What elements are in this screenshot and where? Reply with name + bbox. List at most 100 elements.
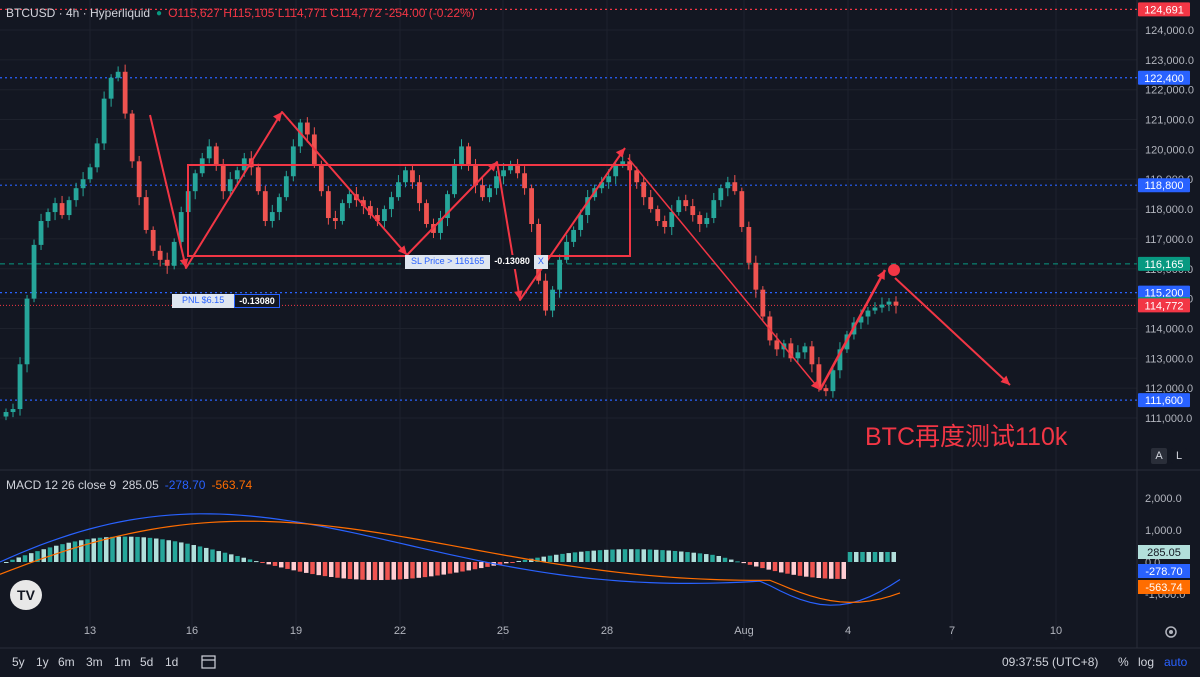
macd-value-label: -278.70	[1145, 566, 1182, 578]
candle-body	[59, 203, 65, 216]
macd-bar	[291, 562, 296, 571]
macd-bar	[835, 562, 840, 579]
auto-scale-button[interactable]: A	[1151, 448, 1167, 464]
arrow-head	[1000, 375, 1010, 385]
timeframe-1m[interactable]: 1m	[114, 655, 131, 669]
timeframe-5y[interactable]: 5y	[12, 655, 25, 669]
macd-bar	[197, 546, 203, 562]
macd-bar	[72, 541, 78, 562]
time-tick-label: Aug	[734, 625, 754, 637]
candle-body	[164, 259, 170, 266]
candle-body	[234, 170, 240, 180]
macd-bar	[435, 562, 440, 576]
candle-body	[830, 370, 836, 392]
time-tick-label: 19	[290, 625, 302, 637]
candle-body	[522, 173, 527, 189]
log-scale-button[interactable]: L	[1171, 448, 1187, 464]
candle-body	[389, 197, 394, 210]
macd-bar	[816, 562, 821, 579]
macd-bar	[716, 555, 721, 562]
macd-macd-value: -278.70	[164, 478, 206, 492]
sl-order-label[interactable]: SL Price > 116165 -0.13080 X	[405, 255, 548, 269]
price-label-bg	[1138, 2, 1190, 17]
timeframe-1y[interactable]: 1y	[36, 655, 49, 669]
macd-bar	[260, 562, 265, 563]
macd-bar	[297, 562, 303, 572]
macd-label[interactable]: MACD 12 26 close 9	[6, 478, 117, 492]
macd-bar	[447, 562, 453, 574]
macd-bar	[610, 549, 615, 562]
price-tick-label: 123,000.0	[1145, 55, 1194, 67]
macd-value-bg	[1138, 580, 1190, 594]
macd-bar	[779, 562, 784, 573]
candle-body	[17, 364, 23, 410]
annotation-text[interactable]: BTC再度测试110k	[865, 423, 1068, 451]
candle-body	[45, 212, 51, 222]
macd-bar	[329, 562, 334, 577]
drawings	[149, 111, 1011, 391]
macd-bar	[535, 557, 540, 562]
candle-body	[325, 191, 331, 219]
price-label-bg	[1138, 178, 1190, 193]
sl-close-icon[interactable]: X	[533, 255, 548, 269]
macd-bar	[166, 540, 171, 562]
candle-body	[823, 388, 829, 392]
macd-bar	[129, 536, 134, 562]
price-tick-label: 117,000.0	[1145, 234, 1193, 246]
candle-body	[192, 173, 198, 192]
macd-bar	[785, 562, 790, 574]
price-tick-label: 114,000.0	[1145, 323, 1193, 335]
signal-line	[0, 520, 901, 603]
candle-body	[788, 343, 794, 359]
macd-bar	[97, 537, 103, 562]
candle-body	[802, 346, 808, 353]
date-range-icon[interactable]	[200, 653, 218, 671]
symbol-title[interactable]: BTCUSD · 4h · Hyperliquid	[6, 6, 151, 20]
macd-bar	[104, 537, 109, 562]
macd-bar	[404, 562, 409, 579]
macd-bar	[460, 562, 465, 572]
candle-body	[879, 304, 885, 308]
clock[interactable]: 09:37:55 (UTC+8)	[1002, 655, 1099, 669]
sell-marker-icon	[888, 264, 900, 276]
log-toggle[interactable]: log	[1138, 655, 1155, 669]
macd-bar	[572, 552, 578, 562]
candle-body	[494, 176, 499, 189]
macd-bar	[791, 562, 796, 575]
macd-bar	[672, 550, 678, 562]
auto-toggle[interactable]: auto	[1164, 655, 1188, 669]
macd-tick-label: 1,000.0	[1145, 525, 1182, 537]
macd-bar	[60, 544, 65, 562]
macd-bar	[79, 540, 84, 562]
macd-bar	[235, 556, 240, 562]
arrow-head	[273, 112, 282, 122]
macd-bar	[254, 561, 259, 563]
percent-toggle[interactable]: %	[1118, 655, 1129, 669]
candle-body	[529, 188, 534, 224]
market-status-icon: ●	[156, 7, 163, 19]
price-axis: 111,000.0 112,000.0 113,000.0 114,000.0 115,…	[1138, 2, 1194, 601]
price-label-bg	[1138, 285, 1190, 300]
ohlc-values: O115,627 H115,105 L114,771 C114,772 -254…	[168, 6, 475, 20]
timeframe-3m[interactable]: 3m	[86, 655, 103, 669]
macd-bar	[710, 554, 715, 562]
pnl-label[interactable]: PNL $6.15 -0.13080	[172, 294, 280, 308]
macd-bar	[822, 562, 828, 579]
candle-body	[466, 146, 471, 165]
macd-bar	[229, 554, 234, 562]
macd-bar	[47, 547, 53, 562]
timeframe-6m[interactable]: 6m	[58, 655, 75, 669]
trend-arrow	[894, 277, 1011, 386]
macd-tick-label: 2,000.0	[1145, 493, 1182, 505]
candle-body	[774, 340, 780, 350]
macd-bar	[154, 538, 159, 562]
candle-body	[157, 250, 163, 260]
timeframe-1d[interactable]: 1d	[165, 655, 179, 669]
macd-bar	[466, 562, 471, 571]
timeframe-5d[interactable]: 5d	[140, 655, 154, 669]
macd-bar	[579, 551, 584, 562]
tradingview-logo[interactable]: TV	[10, 580, 42, 610]
price-tick-label: 122,000.0	[1145, 85, 1194, 97]
settings-gear-icon[interactable]	[1163, 624, 1179, 640]
